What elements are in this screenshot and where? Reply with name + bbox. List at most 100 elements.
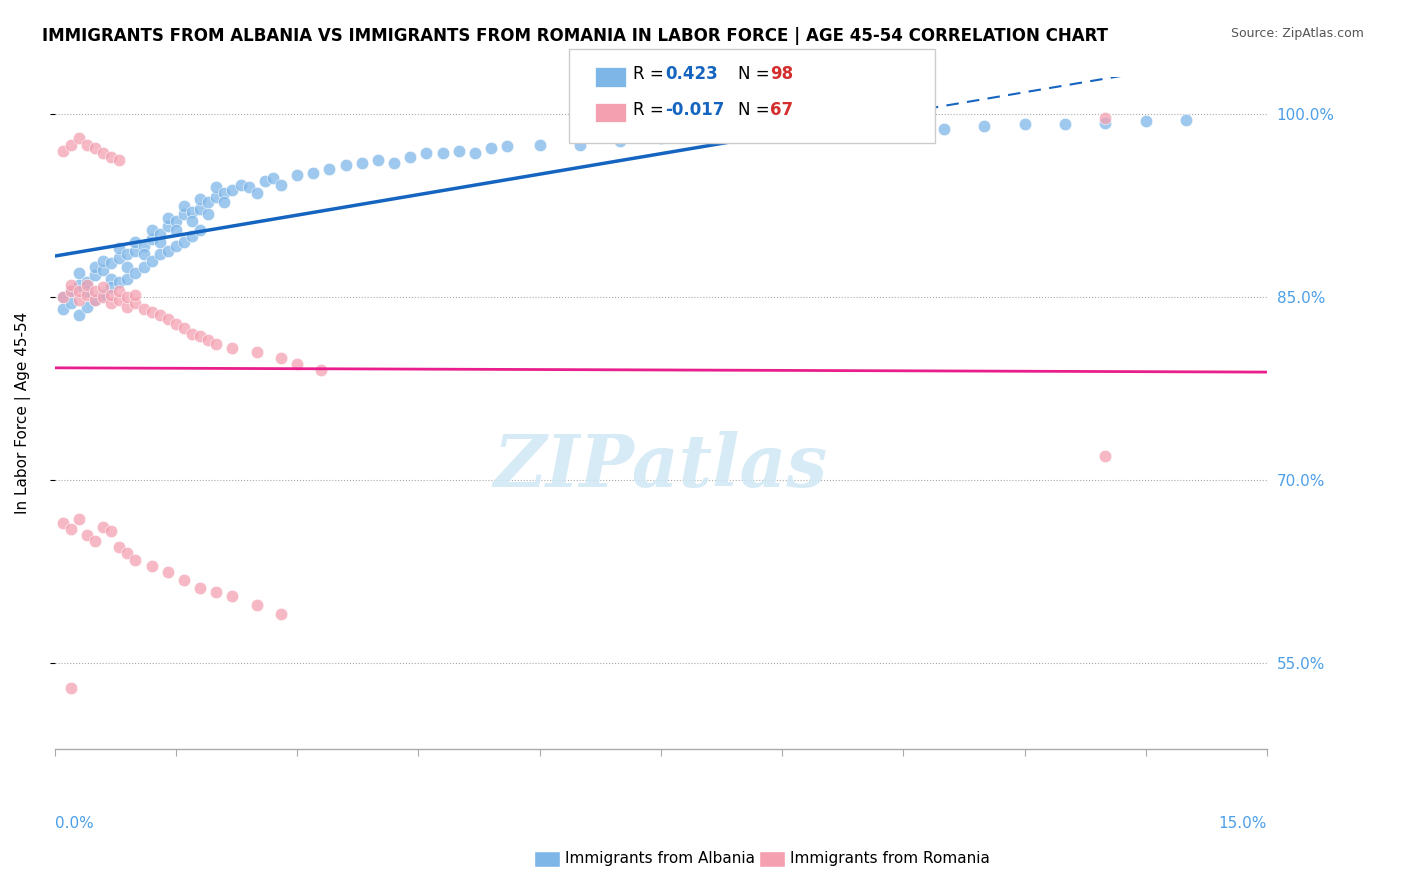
Text: 0.423: 0.423 [665,65,718,83]
Point [165,214,187,228]
Point [205,336,228,351]
Point [91,280,114,294]
Point [100,296,122,310]
Point [197,207,219,221]
Point [569,137,592,152]
Point [124,235,146,250]
Point [165,239,187,253]
Point [124,244,146,258]
Point [76,277,98,292]
Point [141,558,163,573]
Point [382,156,405,170]
Point [141,223,163,237]
Point [1014,117,1036,131]
Text: 98: 98 [770,65,793,83]
Point [84,260,107,274]
Y-axis label: In Labor Force | Age 45-54: In Labor Force | Age 45-54 [15,312,31,514]
Text: Source: ZipAtlas.com: Source: ZipAtlas.com [1230,27,1364,40]
Point [156,244,179,258]
Point [108,276,131,290]
Point [221,589,243,603]
Point [188,329,211,343]
Point [188,202,211,217]
Point [100,272,122,286]
Point [52,290,75,304]
Point [149,309,172,323]
Point [447,144,470,158]
Point [67,277,90,292]
Point [84,141,107,155]
Point [188,193,211,207]
Point [262,170,284,185]
Point [932,121,955,136]
Point [238,180,260,194]
Text: IMMIGRANTS FROM ALBANIA VS IMMIGRANTS FROM ROMANIA IN LABOR FORCE | AGE 45-54 CO: IMMIGRANTS FROM ALBANIA VS IMMIGRANTS FR… [42,27,1108,45]
Point [100,524,122,539]
Point [197,333,219,347]
Point [852,121,875,136]
Point [173,235,195,250]
Point [197,194,219,209]
Point [285,168,308,182]
Point [91,263,114,277]
Point [100,287,122,301]
Point [52,290,75,304]
Point [318,161,340,176]
Point [108,153,131,168]
Point [165,223,187,237]
Point [91,287,114,301]
Point [108,293,131,307]
Point [67,512,90,526]
Point [59,284,82,298]
Point [67,266,90,280]
Point [270,607,292,622]
Point [770,128,793,143]
Point [108,284,131,298]
Point [141,305,163,319]
Point [52,302,75,317]
Text: 0.0%: 0.0% [55,816,93,830]
Point [124,296,146,310]
Point [117,300,139,314]
Point [214,186,236,201]
Point [76,276,98,290]
Point [246,186,269,201]
Point [67,131,90,145]
Point [399,150,422,164]
Point [132,239,155,253]
Point [1135,114,1157,128]
Point [335,158,357,172]
Point [1094,115,1116,129]
Point [690,128,713,143]
Point [117,247,139,261]
Text: ZIPatlas: ZIPatlas [494,431,828,502]
Point [124,266,146,280]
Point [124,287,146,301]
Point [350,156,373,170]
Point [181,326,204,341]
Point [730,125,752,139]
Point [891,120,914,134]
Point [246,598,269,612]
Point [100,280,122,294]
Text: 15.0%: 15.0% [1219,816,1267,830]
Point [432,146,454,161]
Point [84,268,107,282]
Point [108,251,131,265]
Point [67,293,90,307]
Point [367,153,389,168]
Point [84,293,107,307]
Point [609,134,631,148]
Point [91,290,114,304]
Point [173,574,195,588]
Point [173,198,195,212]
Point [1094,111,1116,125]
Point [76,287,98,301]
Point [59,277,82,292]
Point [165,317,187,331]
Point [124,552,146,566]
Point [1175,113,1198,128]
Point [76,300,98,314]
Point [181,204,204,219]
Point [496,138,519,153]
